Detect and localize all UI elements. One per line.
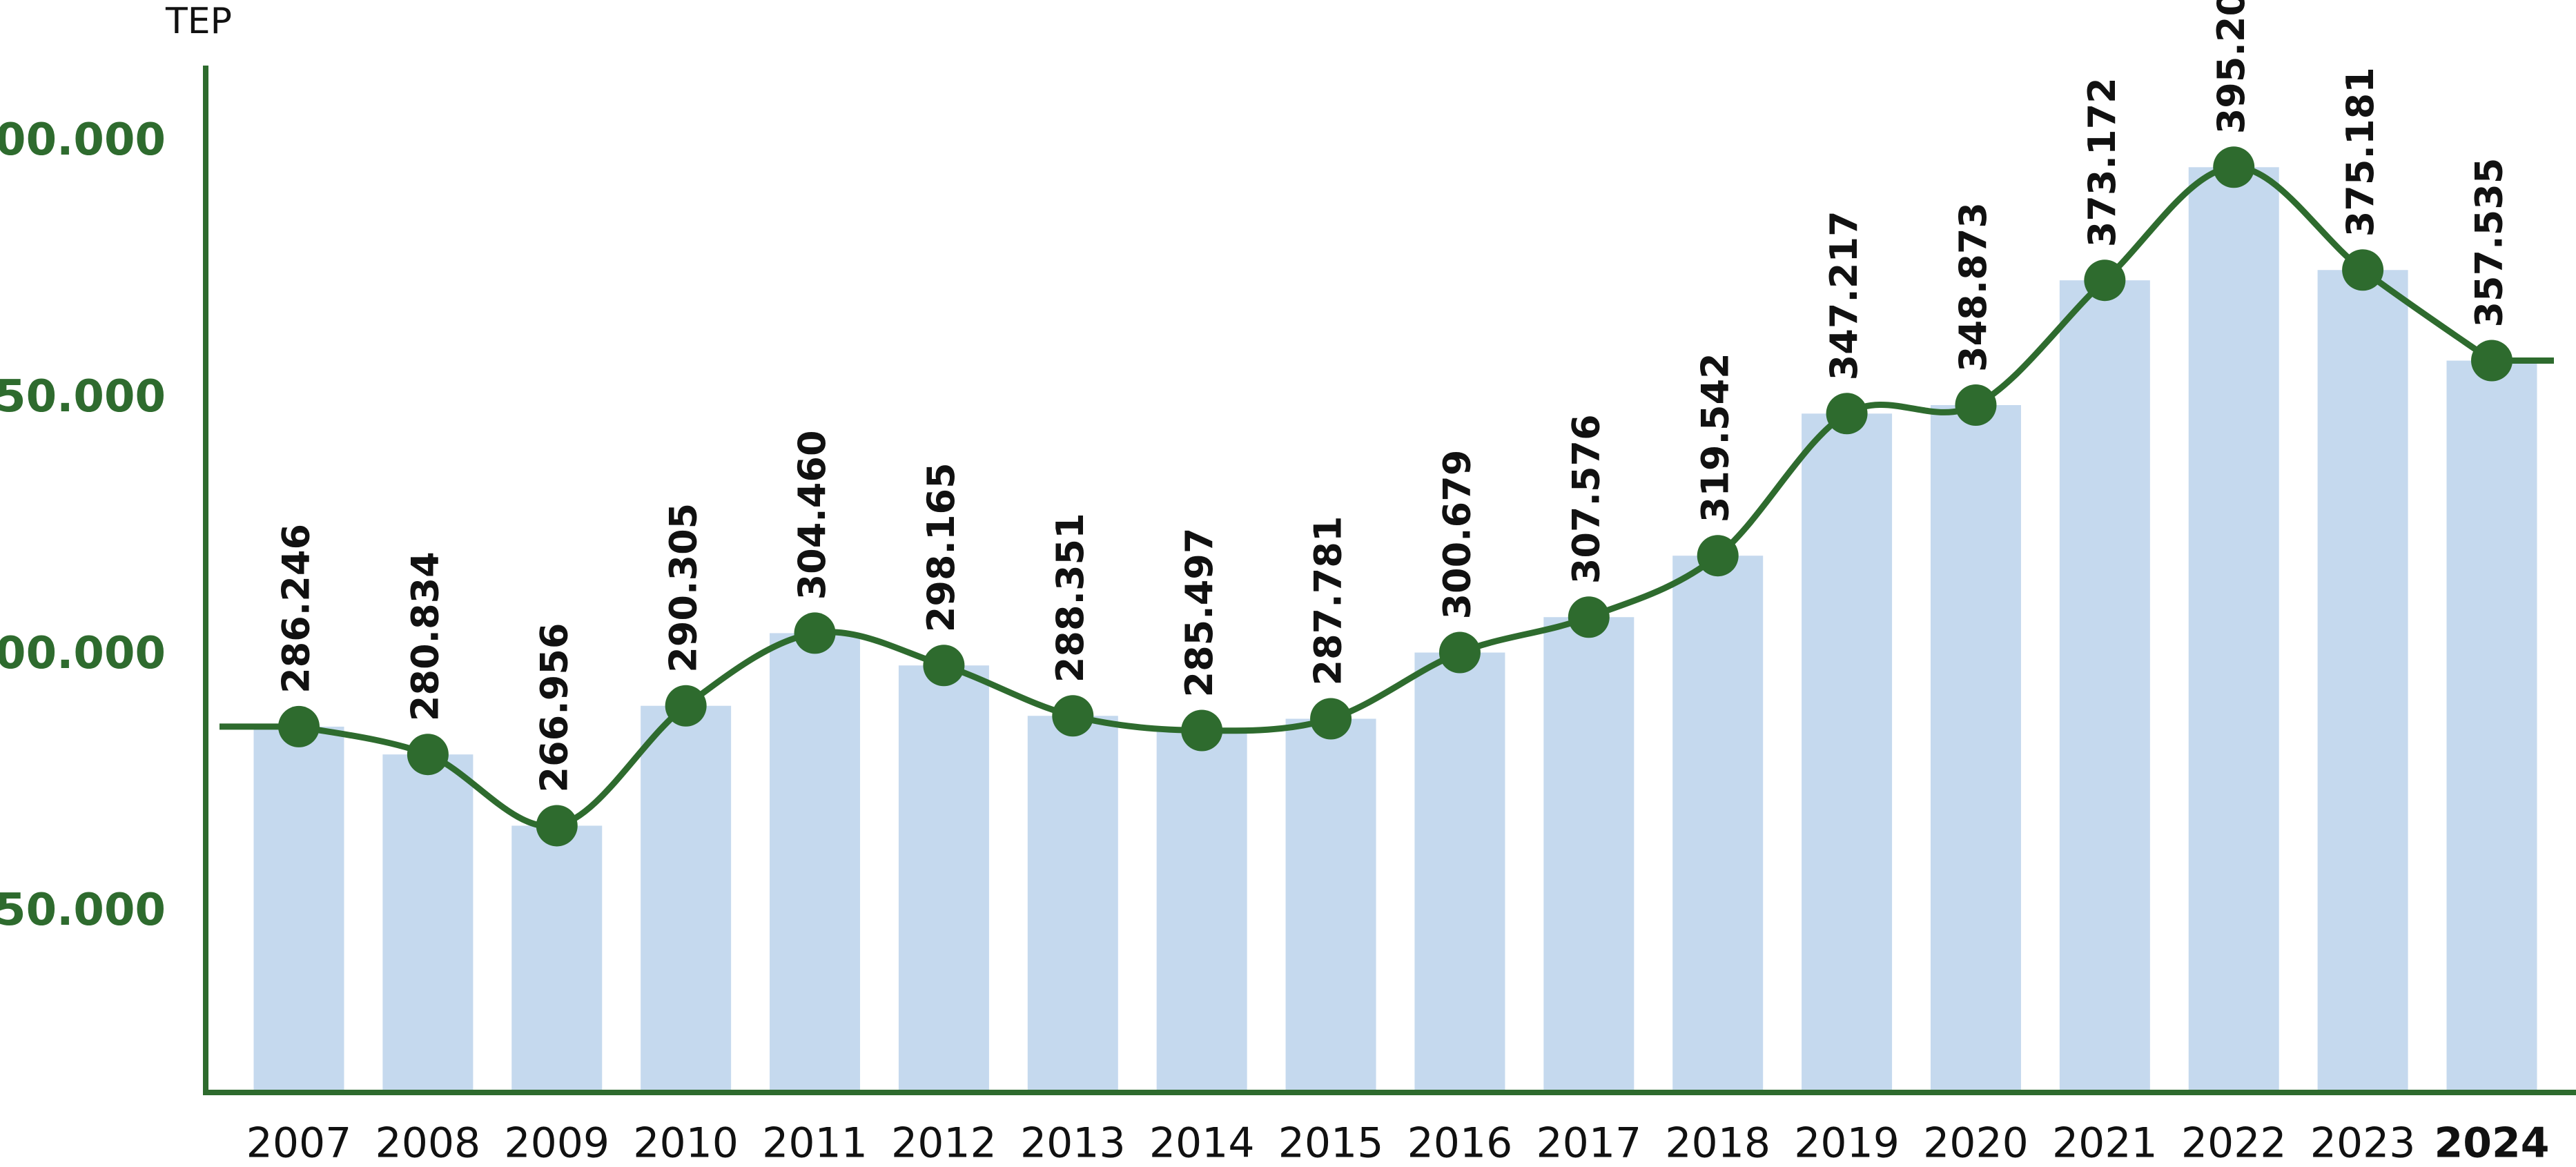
dot	[1181, 709, 1223, 752]
value-label: 290.305	[661, 503, 705, 673]
bar	[2446, 360, 2537, 1093]
x-tick-label: 2007	[246, 1119, 352, 1167]
y-tick-label: 400.000	[0, 115, 166, 166]
x-tick-label: 2024	[2434, 1119, 2550, 1167]
dot	[278, 705, 320, 747]
value-label: 319.542	[1693, 353, 1737, 522]
dot	[1438, 631, 1481, 674]
dot	[665, 685, 707, 727]
value-label: 287.781	[1307, 516, 1350, 686]
x-tick-label: 2010	[633, 1119, 739, 1167]
x-tick-label: 2018	[1665, 1119, 1770, 1167]
value-label: 307.576	[1564, 414, 1608, 584]
x-tick-label: 2022	[2181, 1119, 2287, 1167]
bars	[253, 167, 2537, 1093]
bar	[1930, 404, 2021, 1092]
value-label: 288.351	[1048, 513, 1092, 683]
trend-line	[298, 164, 2494, 830]
x-tick-label: 2011	[762, 1119, 868, 1167]
dot	[1826, 393, 1868, 435]
value-label: 300.679	[1436, 450, 1479, 620]
dot	[794, 612, 836, 654]
x-tick-label: 2021	[2052, 1119, 2158, 1167]
bar	[641, 705, 732, 1092]
dot	[1568, 596, 1610, 638]
y-axis-label: TEP	[165, 1, 232, 42]
dot	[407, 734, 449, 776]
dot	[1052, 695, 1094, 737]
bar	[1027, 716, 1118, 1092]
x-tick-label: 2023	[2310, 1119, 2416, 1167]
dot	[1955, 384, 1997, 426]
x-tick-label: 2013	[1020, 1119, 1126, 1167]
value-label: 348.873	[1951, 202, 1995, 372]
bar	[1543, 617, 1635, 1092]
x-tick-label: 2008	[375, 1119, 481, 1167]
y-tick-label: 350.000	[0, 371, 166, 422]
bar	[770, 633, 861, 1092]
bar	[382, 754, 474, 1092]
value-label: 375.181	[2339, 67, 2382, 237]
value-label: 266.956	[532, 622, 576, 792]
value-label: 373.172	[2080, 77, 2124, 247]
x-tick-label: 2014	[1149, 1119, 1255, 1167]
bar	[1414, 652, 1505, 1092]
bar	[2317, 270, 2408, 1092]
value-label: 280.834	[404, 551, 447, 721]
value-label: 298.165	[919, 462, 963, 632]
value-label: 285.497	[1178, 528, 1221, 698]
x-tick-label: 2019	[1794, 1119, 1900, 1167]
bar	[1156, 730, 1247, 1092]
bar	[1672, 556, 1764, 1092]
bar	[2059, 280, 2150, 1092]
dot	[923, 645, 965, 687]
x-tick-label: 2020	[1923, 1119, 2029, 1167]
value-label: 395.202	[2209, 0, 2253, 134]
value-label: 286.246	[275, 524, 318, 694]
dot	[2084, 259, 2126, 302]
dot	[2342, 249, 2384, 291]
y-tick-label: 300.000	[0, 628, 166, 679]
x-tick-label: 2009	[504, 1119, 609, 1167]
x-tick-label: 2017	[1536, 1119, 1641, 1167]
value-label: 347.217	[1822, 210, 1866, 380]
x-tick-label: 2015	[1278, 1119, 1384, 1167]
bar	[2188, 167, 2279, 1092]
bar	[253, 726, 344, 1092]
bar	[511, 825, 603, 1092]
value-label: 357.535	[2468, 158, 2511, 328]
x-tick-label: 2012	[891, 1119, 997, 1167]
dot	[1697, 535, 1739, 577]
dot	[1310, 698, 1352, 740]
x-tick-label: 2016	[1407, 1119, 1513, 1167]
value-label: 304.460	[790, 430, 834, 600]
dot	[2213, 146, 2255, 188]
dot	[2471, 340, 2512, 382]
dot	[536, 805, 578, 847]
bar	[1802, 413, 1893, 1092]
bar	[898, 665, 989, 1092]
y-tick-label: 250.000	[0, 885, 166, 936]
bar	[1285, 718, 1376, 1092]
